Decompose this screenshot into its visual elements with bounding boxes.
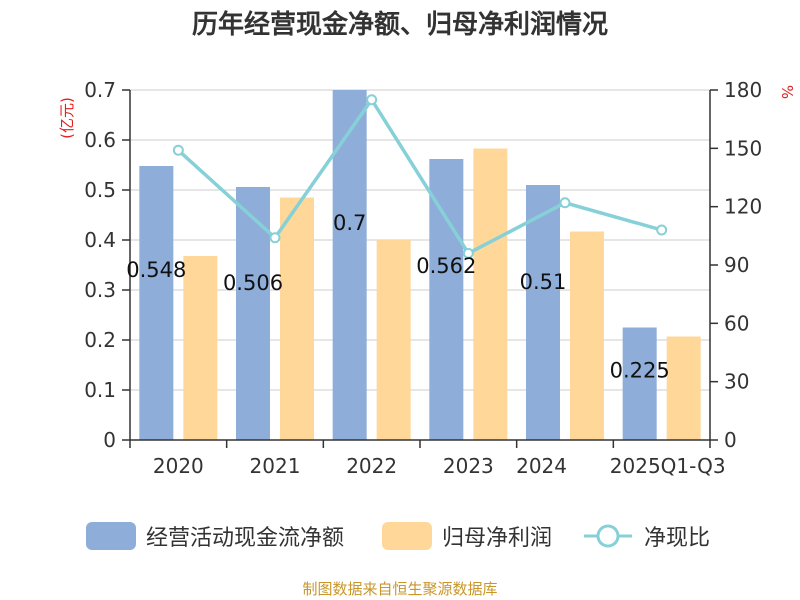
legend-label-ratio: 净现比 (644, 526, 711, 551)
ratio-point-2025Q1-Q3 (656, 224, 668, 236)
line-layer (172, 94, 668, 259)
legend-item-ratio[interactable]: 净现比 (582, 518, 710, 554)
left-axis-tick-label: 0.4 (84, 228, 116, 252)
bar-netprofit-2023 (473, 148, 508, 440)
legend-swatch-cashflow (86, 522, 136, 550)
ratio-point-2024 (559, 197, 571, 209)
left-axis-tick-label: 0.7 (84, 78, 116, 102)
bar-netprofit-2021 (280, 197, 314, 440)
bar-netprofit-2025Q1-Q3 (666, 336, 701, 440)
ratio-point-2023 (462, 247, 474, 259)
bar-netprofit-2020 (183, 256, 218, 440)
x-axis-tick-label: 2020 (153, 454, 204, 478)
chart-title: 历年经营现金净额、归母净利润情况 (191, 10, 608, 40)
legend-swatch-netprofit (382, 522, 432, 550)
bar-cashflow-2025Q1-Q3 (622, 327, 657, 440)
right-axis-tick-label: 180 (724, 78, 762, 102)
legend-label-netprofit: 归母净利润 (442, 526, 553, 551)
left-axis-tick-label: 0.3 (84, 278, 116, 302)
left-axis-unit: (亿元) (58, 97, 76, 139)
data-label-cashflow-2021: 0.506 (223, 271, 283, 295)
grid-layer (130, 89, 710, 391)
right-axis-tick-label: 60 (724, 311, 749, 335)
bar-layer (139, 90, 701, 440)
data-label-cashflow-2023: 0.562 (416, 254, 476, 278)
legend-item-cashflow[interactable]: 经营活动现金流净额 (86, 518, 344, 554)
right-axis-tick-label: 150 (724, 136, 762, 160)
left-axis-tick-label: 0.5 (84, 178, 116, 202)
data-label-cashflow-2024: 0.51 (520, 270, 567, 294)
data-label-cashflow-2020: 0.548 (126, 258, 186, 282)
x-axis-tick-label: 2022 (346, 454, 397, 478)
x-axis-tick-label: 2023 (443, 454, 494, 478)
ratio-line (177, 96, 663, 256)
bar-cashflow-2020 (139, 166, 174, 440)
right-axis-tick-label: 90 (724, 253, 749, 277)
legend-label-cashflow: 经营活动现金流净额 (146, 526, 345, 551)
legend: 经营活动现金流净额 归母净利润 净现比 (0, 518, 800, 554)
right-axis-tick-label: 30 (724, 370, 749, 394)
left-axis-tick-label: 0 (103, 428, 116, 452)
left-axis-tick-label: 0.6 (84, 128, 116, 152)
ratio-point-2022 (366, 94, 378, 106)
x-axis-tick-label: 2025Q1-Q3 (610, 454, 726, 478)
legend-swatch-ratio (584, 524, 632, 548)
left-axis-tick-label: 0.2 (84, 328, 116, 352)
legend-item-netprofit[interactable]: 归母净利润 (382, 518, 552, 554)
data-label-cashflow-2022: 0.7 (333, 211, 366, 235)
bar-cashflow-2022 (332, 90, 367, 440)
bar-cashflow-2023 (429, 159, 464, 440)
ratio-point-2020 (172, 144, 184, 156)
x-axis-tick-label: 2021 (250, 454, 301, 478)
source-note: 制图数据来自恒生聚源数据库 (302, 580, 498, 598)
label-layer: 0.548 0.506 0.7 0.562 0.51 0.225 (126, 211, 669, 382)
bar-cashflow-2021 (236, 187, 270, 440)
bar-cashflow-2024 (526, 185, 560, 440)
right-axis-tick-label: 120 (724, 195, 762, 219)
bar-netprofit-2022 (376, 240, 411, 440)
right-axis-unit: % (778, 85, 796, 99)
bar-netprofit-2024 (570, 231, 604, 440)
x-axis-tick-label: 2024 (516, 454, 567, 478)
right-axis-tick-label: 0 (724, 428, 737, 452)
left-axis-tick-label: 0.1 (84, 378, 116, 402)
ratio-point-2021 (269, 232, 281, 244)
axis-layer: 0 0.1 0.2 0.3 0.4 0.5 0.6 0.7 0 30 60 90 120 150 180 (亿… (58, 78, 796, 478)
data-label-cashflow-2025Q1-Q3: 0.225 (610, 358, 670, 382)
